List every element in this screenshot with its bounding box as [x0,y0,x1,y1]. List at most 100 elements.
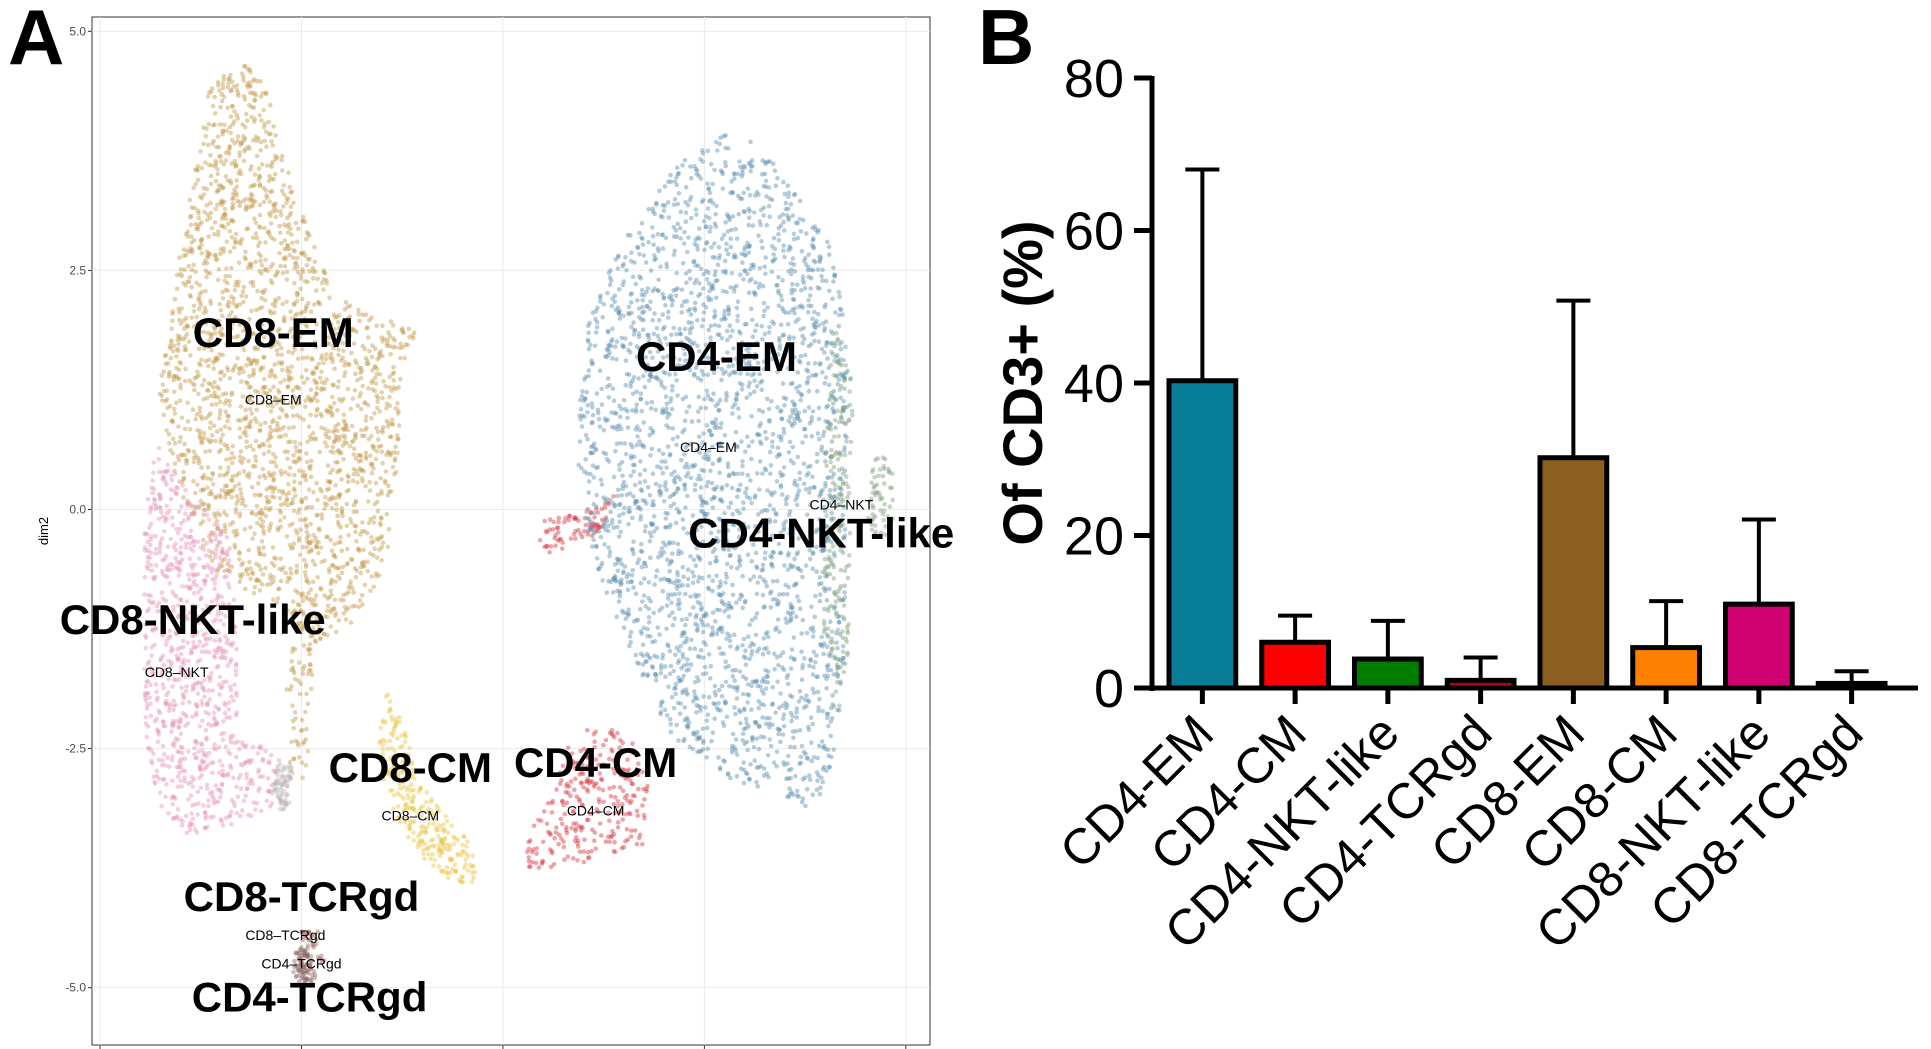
umap-point [194,167,200,172]
umap-point [316,299,321,305]
umap-point [348,583,353,588]
umap-point [617,467,622,472]
umap-point [314,544,320,550]
umap-point [297,449,303,454]
umap-point [571,532,577,537]
umap-point [793,773,798,779]
umap-point [375,499,380,505]
umap-point [259,511,265,516]
umap-point [757,439,763,445]
umap-point [220,392,226,397]
umap-point [237,426,242,431]
umap-point [220,332,226,338]
umap-point [296,660,302,665]
umap-point [757,487,762,492]
umap-point [299,250,304,256]
umap-point [332,401,337,406]
umap-point [194,704,200,709]
umap-point [792,481,797,487]
umap-point [263,257,268,263]
umap-point [315,406,320,412]
umap-point [794,502,800,508]
umap-point [712,322,718,328]
umap-point [672,248,677,254]
umap-point [158,495,163,501]
umap-point [321,287,326,292]
umap-point [199,698,204,704]
umap-point [302,219,308,225]
umap-point [824,598,830,603]
umap-point [352,433,358,439]
umap-point [353,371,358,377]
umap-point [373,381,379,386]
umap-point [568,536,574,541]
umap-point [221,509,227,515]
umap-point [191,303,197,309]
umap-point [222,212,228,218]
umap-point [181,337,186,342]
umap-point [574,821,579,826]
umap-point [798,397,803,403]
umap-point [193,490,198,496]
umap-point [387,403,393,409]
umap-point [145,496,151,502]
umap-point [210,577,215,582]
umap-point [574,794,580,799]
umap-point [279,240,284,246]
umap-point [252,584,258,590]
umap-point [188,246,193,251]
umap-point [230,473,236,479]
umap-point [304,262,310,268]
umap-point [318,586,323,591]
umap-point [362,400,368,405]
umap-point [183,813,189,819]
umap-point [385,492,391,498]
umap-point [191,309,197,314]
umap-point [157,550,162,555]
umap-point [304,236,309,242]
umap-point [305,279,310,285]
umap-point [667,648,673,654]
umap-point [245,380,250,386]
umap-point [225,663,230,668]
umap-point [242,97,248,102]
umap-point [207,554,213,559]
umap-point [301,643,307,648]
umap-point [379,390,385,395]
umap-point [706,428,712,434]
umap-point [665,309,671,315]
umap-point [308,437,314,442]
umap-point [297,448,303,454]
umap-point [193,167,198,173]
umap-point [744,434,750,440]
umap-point [296,400,302,405]
umap-point [214,189,220,195]
umap-scatter-panel: -10-505105.02.50.0-2.5-5.0 CD8-EMCD8–EMC… [36,16,954,1049]
umap-point [170,311,175,317]
umap-point [622,564,628,569]
umap-point [291,248,297,253]
umap-point [365,358,370,364]
umap-point [585,436,590,442]
umap-point [237,371,242,376]
umap-point [230,201,236,207]
umap-point [331,450,336,455]
umap-point [285,224,290,229]
umap-point [233,164,239,169]
umap-point [755,683,760,689]
umap-point [246,80,252,85]
umap-point [173,702,179,708]
umap-point [632,793,637,799]
umap-point [547,831,553,836]
umap-point [218,494,223,500]
umap-point [174,526,179,532]
umap-point [199,165,205,171]
umap-point [256,545,262,551]
umap-point [318,375,323,381]
umap-point [170,318,175,324]
umap-point [287,542,293,548]
umap-point [217,674,223,680]
umap-point [198,300,203,305]
umap-point [254,153,260,159]
